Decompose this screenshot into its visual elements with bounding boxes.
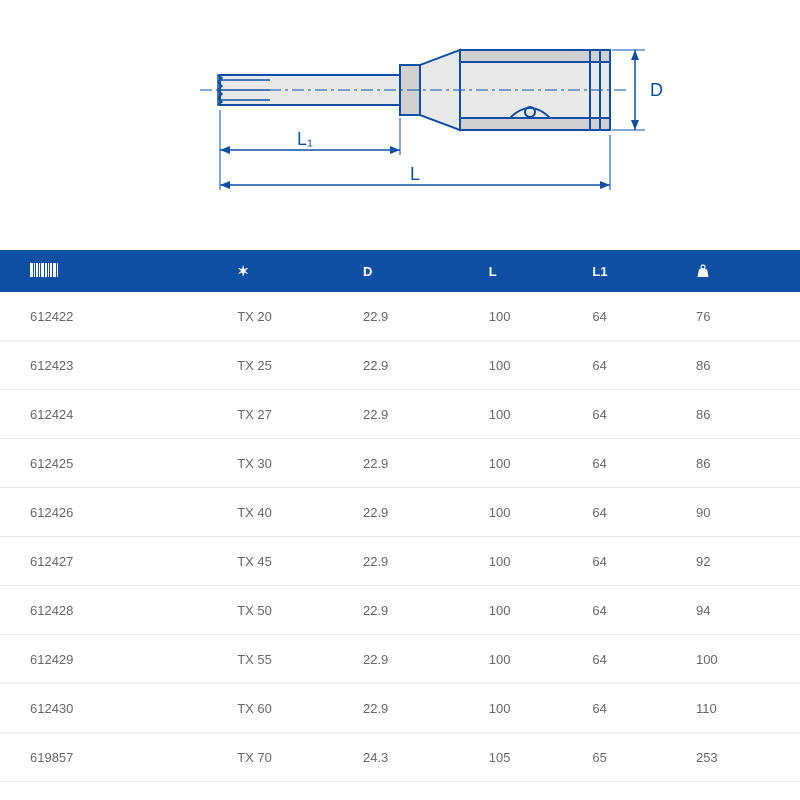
cell-weight: 253 (696, 750, 770, 765)
col-header-code (30, 263, 237, 280)
cell-L1: 64 (592, 652, 696, 667)
cell-code: 612429 (30, 652, 237, 667)
cell-L1: 65 (592, 750, 696, 765)
cell-D: 22.9 (363, 701, 489, 716)
dim-label-D: D (650, 80, 663, 100)
cell-D: 22.9 (363, 505, 489, 520)
table-row: 612430TX 6022.910064110 (0, 684, 800, 733)
cell-L1: 64 (592, 505, 696, 520)
cell-L: 100 (489, 554, 593, 569)
table-row: 612424TX 2722.91006486 (0, 390, 800, 439)
cell-size: TX 30 (237, 456, 363, 471)
cell-code: 612424 (30, 407, 237, 422)
cell-weight: 90 (696, 505, 770, 520)
cell-L: 100 (489, 456, 593, 471)
cell-D: 22.9 (363, 603, 489, 618)
cell-weight: 86 (696, 456, 770, 471)
cell-weight: 76 (696, 309, 770, 324)
cell-weight: 110 (696, 701, 770, 716)
technical-diagram: L₁ L D (0, 0, 800, 250)
cell-D: 22.9 (363, 358, 489, 373)
cell-size: TX 40 (237, 505, 363, 520)
cell-code: 612425 (30, 456, 237, 471)
col-header-D: D (363, 264, 489, 279)
col-header-L: L (489, 264, 593, 279)
table-row: 619857TX 7024.310565253 (0, 733, 800, 782)
cell-code: 612427 (30, 554, 237, 569)
cell-D: 22.9 (363, 309, 489, 324)
cell-size: TX 45 (237, 554, 363, 569)
dim-label-L: L (410, 164, 420, 184)
cell-L1: 64 (592, 554, 696, 569)
cell-D: 24.3 (363, 750, 489, 765)
cell-code: 612428 (30, 603, 237, 618)
col-header-L1: L1 (592, 264, 696, 279)
table-row: 612423TX 2522.91006486 (0, 341, 800, 390)
cell-L1: 64 (592, 407, 696, 422)
cell-L1: 64 (592, 603, 696, 618)
cell-L: 100 (489, 309, 593, 324)
cell-code: 619857 (30, 750, 237, 765)
socket-bit-drawing: L₁ L D (130, 20, 670, 220)
table-row: 612422TX 2022.91006476 (0, 292, 800, 341)
cell-D: 22.9 (363, 407, 489, 422)
spec-table: ✶ D L L1 612422TX 2022.91006476612423TX … (0, 250, 800, 782)
col-header-size: ✶ (237, 263, 363, 280)
cell-weight: 94 (696, 603, 770, 618)
cell-code: 612430 (30, 701, 237, 716)
cell-weight: 86 (696, 407, 770, 422)
cell-D: 22.9 (363, 456, 489, 471)
cell-L: 100 (489, 652, 593, 667)
dim-label-L1: L₁ (297, 129, 313, 149)
weight-icon (696, 264, 770, 278)
table-body: 612422TX 2022.91006476612423TX 2522.9100… (0, 292, 800, 782)
cell-size: TX 20 (237, 309, 363, 324)
table-row: 612427TX 4522.91006492 (0, 537, 800, 586)
barcode-icon (30, 263, 58, 277)
cell-code: 612426 (30, 505, 237, 520)
cell-code: 612422 (30, 309, 237, 324)
cell-size: TX 25 (237, 358, 363, 373)
cell-L: 100 (489, 358, 593, 373)
cell-L1: 64 (592, 309, 696, 324)
cell-L1: 64 (592, 358, 696, 373)
col-header-weight (696, 264, 770, 278)
torx-star-icon: ✶ (237, 263, 249, 279)
cell-weight: 86 (696, 358, 770, 373)
table-row: 612428TX 5022.91006494 (0, 586, 800, 635)
cell-code: 612423 (30, 358, 237, 373)
cell-L: 100 (489, 407, 593, 422)
cell-D: 22.9 (363, 652, 489, 667)
table-row: 612425TX 3022.91006486 (0, 439, 800, 488)
table-row: 612426TX 4022.91006490 (0, 488, 800, 537)
table-row: 612429TX 5522.910064100 (0, 635, 800, 684)
table-header: ✶ D L L1 (0, 250, 800, 292)
cell-L: 105 (489, 750, 593, 765)
cell-weight: 100 (696, 652, 770, 667)
cell-size: TX 70 (237, 750, 363, 765)
cell-L: 100 (489, 505, 593, 520)
cell-size: TX 50 (237, 603, 363, 618)
cell-L1: 64 (592, 456, 696, 471)
cell-size: TX 60 (237, 701, 363, 716)
cell-size: TX 55 (237, 652, 363, 667)
cell-weight: 92 (696, 554, 770, 569)
cell-D: 22.9 (363, 554, 489, 569)
cell-L: 100 (489, 701, 593, 716)
cell-L: 100 (489, 603, 593, 618)
cell-size: TX 27 (237, 407, 363, 422)
cell-L1: 64 (592, 701, 696, 716)
